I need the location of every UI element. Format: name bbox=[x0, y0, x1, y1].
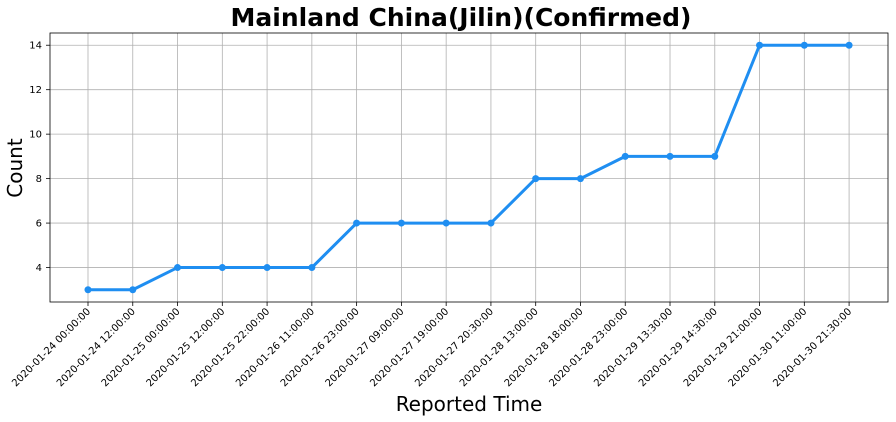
data-point bbox=[756, 41, 764, 49]
x-tick-label: 2020-01-29 14:30:00 bbox=[637, 306, 720, 389]
y-tick-label: 6 bbox=[36, 219, 42, 230]
data-point bbox=[308, 264, 316, 272]
x-tick-label: 2020-01-24 00:00:00 bbox=[10, 306, 93, 389]
x-tick-label: 2020-01-27 19:00:00 bbox=[368, 306, 451, 389]
y-tick-label: 12 bbox=[29, 85, 42, 96]
x-tick-label: 2020-01-28 18:00:00 bbox=[503, 306, 586, 389]
data-point bbox=[845, 41, 853, 49]
data-point bbox=[532, 175, 540, 183]
data-point bbox=[711, 152, 719, 160]
x-tick-label: 2020-01-26 11:00:00 bbox=[234, 306, 317, 389]
data-point bbox=[263, 264, 271, 272]
x-tick-label: 2020-01-28 13:00:00 bbox=[458, 306, 541, 389]
x-tick-label: 2020-01-25 22:00:00 bbox=[189, 306, 272, 389]
data-point bbox=[353, 219, 361, 227]
y-axis-label: Count bbox=[3, 138, 27, 198]
x-tick-label: 2020-01-24 12:00:00 bbox=[55, 306, 138, 389]
x-tick-label: 2020-01-27 09:00:00 bbox=[324, 306, 407, 389]
x-tick-label: 2020-01-25 00:00:00 bbox=[100, 306, 183, 389]
data-point bbox=[218, 264, 226, 272]
x-tick-label: 2020-01-30 11:00:00 bbox=[727, 306, 810, 389]
data-point bbox=[442, 219, 450, 227]
y-tick-label: 4 bbox=[36, 263, 42, 274]
data-point bbox=[397, 219, 405, 227]
data-point bbox=[621, 152, 629, 160]
y-tick-label: 8 bbox=[36, 174, 42, 185]
y-tick-label: 14 bbox=[29, 41, 42, 52]
series-line bbox=[88, 43, 850, 292]
series-confirmed bbox=[84, 41, 853, 294]
data-point bbox=[576, 175, 584, 183]
x-tick-label: 2020-01-29 13:30:00 bbox=[592, 306, 675, 389]
chart-title: Mainland China(Jilin)(Confirmed) bbox=[231, 3, 692, 32]
data-point bbox=[800, 41, 808, 49]
x-axis-label: Reported Time bbox=[396, 392, 543, 416]
x-tick-label: 2020-01-28 23:00:00 bbox=[547, 306, 630, 389]
data-point bbox=[666, 152, 674, 160]
data-point bbox=[174, 264, 182, 272]
y-tick-label: 10 bbox=[29, 130, 42, 141]
x-tick-label: 2020-01-29 21:00:00 bbox=[682, 306, 765, 389]
grid-lines bbox=[50, 33, 888, 302]
x-tick-label: 2020-01-27 20:30:00 bbox=[413, 306, 496, 389]
data-point bbox=[487, 219, 495, 227]
x-tick-label: 2020-01-25 12:00:00 bbox=[145, 306, 228, 389]
data-point bbox=[129, 286, 137, 294]
plot-frame bbox=[49, 32, 889, 303]
y-axis-ticks: 4 6 8 10 12 14 bbox=[29, 41, 50, 274]
x-tick-label: 2020-01-30 21:30:00 bbox=[771, 306, 854, 389]
x-tick-label: 2020-01-26 23:00:00 bbox=[279, 306, 362, 389]
data-point bbox=[84, 286, 92, 294]
